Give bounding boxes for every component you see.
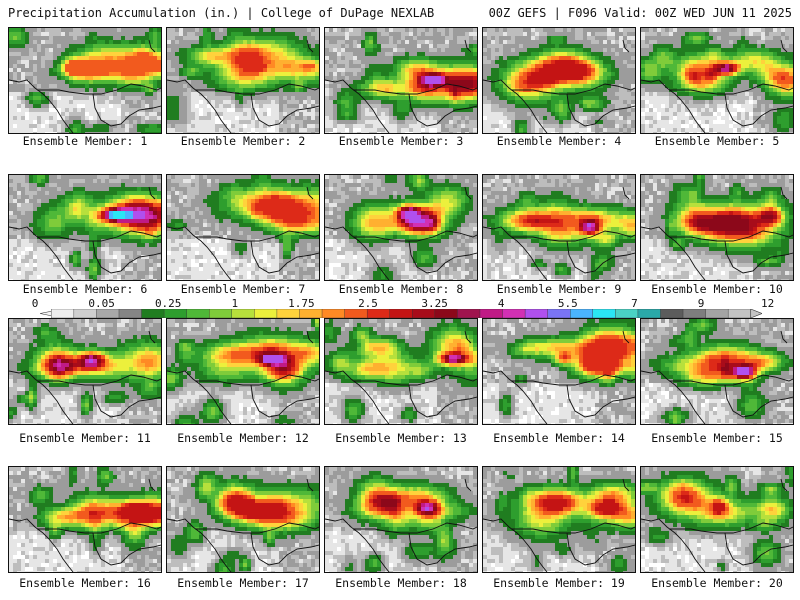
run-valid-time: 00Z GEFS | F096 Valid: 00Z WED JUN 11 20… bbox=[489, 6, 792, 20]
member-label-9: Ensemble Member: 9 bbox=[481, 282, 637, 296]
legend-swatch-21 bbox=[524, 309, 549, 318]
map-panel-member-6 bbox=[8, 174, 162, 281]
member-label-4: Ensemble Member: 4 bbox=[481, 134, 637, 148]
map-panel-member-3 bbox=[324, 27, 478, 134]
legend-swatch-11 bbox=[299, 309, 323, 318]
map-panel-member-20 bbox=[640, 466, 794, 573]
legend-tick-9: 7 bbox=[631, 297, 638, 310]
member-label-15: Ensemble Member: 15 bbox=[639, 431, 795, 445]
member-label-12: Ensemble Member: 12 bbox=[165, 431, 321, 445]
legend-swatch-28 bbox=[682, 309, 707, 318]
map-panel-member-18 bbox=[324, 466, 478, 573]
legend-swatch-23 bbox=[570, 309, 594, 318]
legend-swatch-15 bbox=[389, 309, 413, 318]
member-label-19: Ensemble Member: 19 bbox=[481, 576, 637, 590]
legend-swatch-5 bbox=[163, 309, 188, 318]
legend-swatch-30 bbox=[727, 309, 752, 318]
legend-tick-7: 4 bbox=[498, 297, 505, 310]
legend-tick-3: 1 bbox=[231, 297, 238, 310]
member-label-14: Ensemble Member: 14 bbox=[481, 431, 637, 445]
member-label-20: Ensemble Member: 20 bbox=[639, 576, 795, 590]
map-panel-member-2 bbox=[166, 27, 320, 134]
member-label-8: Ensemble Member: 8 bbox=[323, 282, 479, 296]
legend-swatch-24 bbox=[592, 309, 616, 318]
legend-swatch-29 bbox=[705, 309, 729, 318]
map-panel-member-15 bbox=[640, 318, 794, 425]
legend-swatch-20 bbox=[502, 309, 526, 318]
legend-swatch-16 bbox=[412, 309, 436, 318]
legend-swatch-3 bbox=[118, 309, 143, 318]
legend-swatch-6 bbox=[186, 309, 210, 318]
member-label-10: Ensemble Member: 10 bbox=[639, 282, 795, 296]
legend-tick-8: 5.5 bbox=[558, 297, 578, 310]
member-label-11: Ensemble Member: 11 bbox=[7, 431, 163, 445]
legend-swatch-14 bbox=[366, 309, 391, 318]
map-panel-member-17 bbox=[166, 466, 320, 573]
legend-swatch-0 bbox=[51, 309, 75, 318]
member-label-6: Ensemble Member: 6 bbox=[7, 282, 163, 296]
legend-tick-2: 0.25 bbox=[155, 297, 182, 310]
member-label-13: Ensemble Member: 13 bbox=[323, 431, 479, 445]
member-label-2: Ensemble Member: 2 bbox=[165, 134, 321, 148]
member-label-17: Ensemble Member: 17 bbox=[165, 576, 321, 590]
member-label-18: Ensemble Member: 18 bbox=[323, 576, 479, 590]
legend-arrow-high bbox=[750, 309, 762, 318]
legend-swatch-25 bbox=[615, 309, 639, 318]
map-panel-member-8 bbox=[324, 174, 478, 281]
map-panel-member-19 bbox=[482, 466, 636, 573]
legend-swatch-22 bbox=[547, 309, 571, 318]
map-panel-member-16 bbox=[8, 466, 162, 573]
member-label-7: Ensemble Member: 7 bbox=[165, 282, 321, 296]
map-panel-member-1 bbox=[8, 27, 162, 134]
legend-swatch-1 bbox=[73, 309, 97, 318]
map-panel-member-9 bbox=[482, 174, 636, 281]
legend-swatch-19 bbox=[479, 309, 504, 318]
legend-swatch-27 bbox=[660, 309, 684, 318]
map-panel-member-11 bbox=[8, 318, 162, 425]
legend-swatch-9 bbox=[254, 309, 278, 318]
map-panel-member-12 bbox=[166, 318, 320, 425]
member-label-1: Ensemble Member: 1 bbox=[7, 134, 163, 148]
legend-swatch-7 bbox=[209, 309, 233, 318]
legend-swatch-18 bbox=[457, 309, 481, 318]
member-label-16: Ensemble Member: 16 bbox=[7, 576, 163, 590]
legend-swatch-4 bbox=[141, 309, 165, 318]
member-label-3: Ensemble Member: 3 bbox=[323, 134, 479, 148]
legend-tick-0: 0 bbox=[32, 297, 39, 310]
legend-tick-11: 12 bbox=[761, 297, 774, 310]
legend-tick-5: 2.5 bbox=[358, 297, 378, 310]
color-legend-bar bbox=[40, 309, 762, 318]
map-panel-member-7 bbox=[166, 174, 320, 281]
legend-tick-6: 3.25 bbox=[421, 297, 448, 310]
map-panel-member-13 bbox=[324, 318, 478, 425]
map-panel-member-14 bbox=[482, 318, 636, 425]
map-panel-member-4 bbox=[482, 27, 636, 134]
legend-swatch-10 bbox=[276, 309, 300, 318]
legend-swatch-26 bbox=[637, 309, 661, 318]
legend-swatch-8 bbox=[231, 309, 255, 318]
legend-swatch-12 bbox=[321, 309, 346, 318]
map-panel-member-10 bbox=[640, 174, 794, 281]
legend-swatch-17 bbox=[434, 309, 458, 318]
legend-swatch-13 bbox=[344, 309, 368, 318]
map-panel-member-5 bbox=[640, 27, 794, 134]
legend-tick-1: 0.05 bbox=[88, 297, 115, 310]
member-label-5: Ensemble Member: 5 bbox=[639, 134, 795, 148]
legend-tick-4: 1.75 bbox=[288, 297, 315, 310]
legend-tick-10: 9 bbox=[698, 297, 705, 310]
chart-title: Precipitation Accumulation (in.) | Colle… bbox=[8, 6, 434, 20]
legend-swatch-2 bbox=[96, 309, 120, 318]
